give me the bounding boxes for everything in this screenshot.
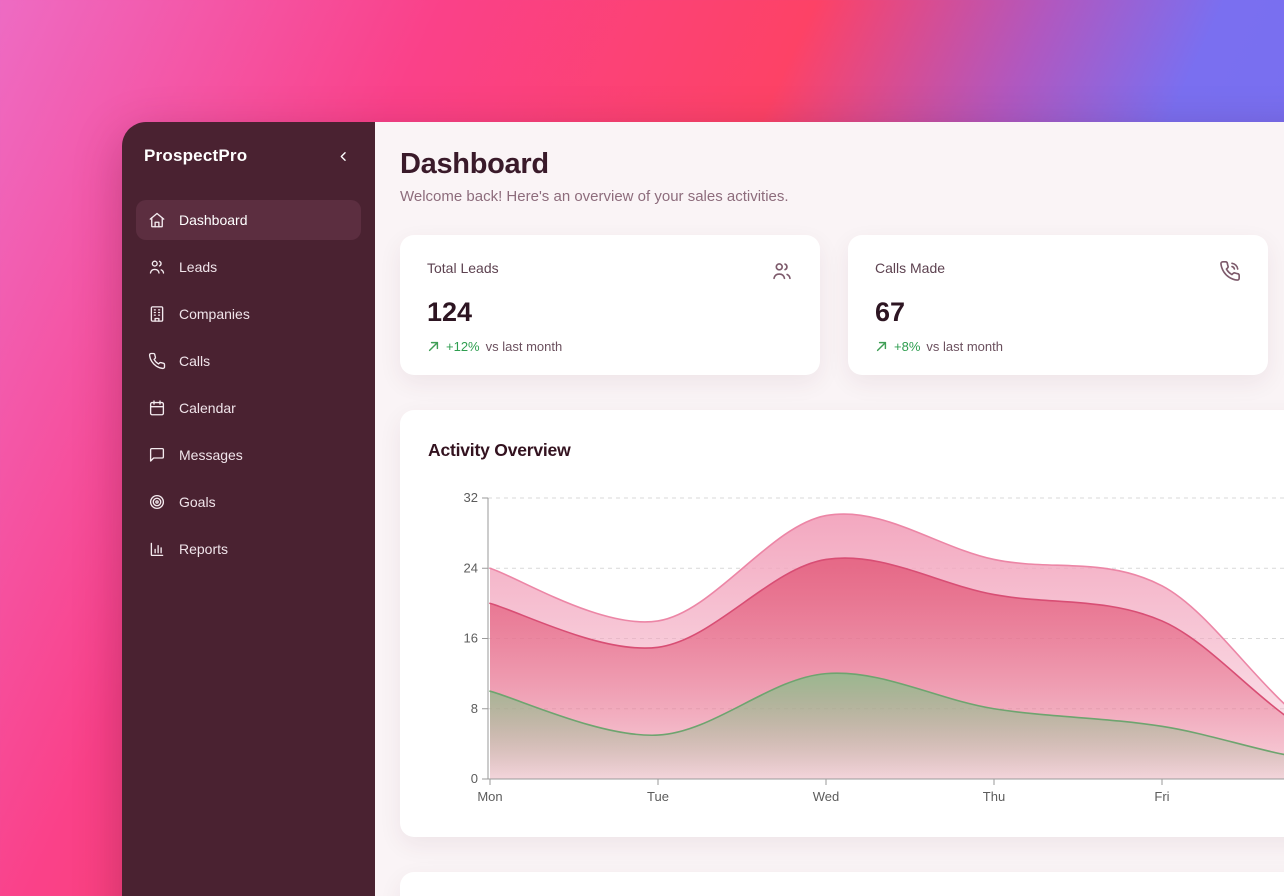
activity-area-chart: 08162432MonTueWedThuFriSat (464, 490, 1284, 804)
svg-text:16: 16 (464, 631, 478, 646)
users-icon (771, 260, 793, 287)
sidebar: ProspectPro Dashboard Leads (122, 122, 375, 896)
partial-bottom-card (400, 872, 1284, 896)
svg-text:Mon: Mon (477, 789, 502, 804)
svg-text:Wed: Wed (813, 789, 840, 804)
stat-card-total-leads: Total Leads 124 +12% vs last month (400, 235, 820, 375)
trend-up-icon (875, 340, 888, 353)
stat-trend-suffix: vs last month (485, 339, 563, 354)
message-icon (148, 446, 166, 464)
stat-trend-percent: +8% (894, 339, 921, 354)
sidebar-item-label: Leads (179, 259, 218, 275)
bar-chart-icon (148, 540, 166, 558)
home-icon (148, 211, 166, 229)
app-window: ProspectPro Dashboard Leads (122, 122, 1284, 896)
sidebar-item-label: Calendar (179, 400, 236, 416)
sidebar-item-label: Messages (179, 447, 243, 463)
activity-overview-card: Activity Overview 0 8 16 24 32 Mon Tue Wed Thu Fr… (400, 410, 1284, 837)
sidebar-header: ProspectPro (136, 146, 361, 166)
svg-text:Thu: Thu (983, 789, 1005, 804)
stat-value: 124 (427, 297, 473, 327)
calendar-icon (148, 399, 166, 417)
svg-text:32: 32 (464, 490, 478, 505)
sidebar-item-label: Dashboard (179, 212, 248, 228)
svg-text:0: 0 (471, 771, 478, 786)
sidebar-item-companies[interactable]: Companies (136, 294, 361, 334)
svg-text:8: 8 (471, 701, 478, 716)
target-icon (148, 493, 166, 511)
phone-icon (148, 352, 166, 370)
svg-text:Tue: Tue (647, 789, 669, 804)
users-icon (148, 258, 166, 276)
main-content: Dashboard Welcome back! Here's an overvi… (375, 122, 1284, 896)
stat-value: 67 (875, 297, 906, 327)
building-icon (148, 305, 166, 323)
sidebar-item-label: Companies (179, 306, 250, 322)
sidebar-item-leads[interactable]: Leads (136, 247, 361, 287)
brand-title: ProspectPro (144, 146, 248, 165)
stat-trend-percent: +12% (446, 339, 480, 354)
sidebar-item-goals[interactable]: Goals (136, 482, 361, 522)
sidebar-item-dashboard[interactable]: Dashboard (136, 200, 361, 240)
sidebar-nav: Dashboard Leads Companies Calls (136, 200, 361, 569)
sidebar-item-calendar[interactable]: Calendar (136, 388, 361, 428)
sidebar-item-reports[interactable]: Reports (136, 529, 361, 569)
sidebar-item-label: Reports (179, 541, 229, 557)
stat-card-calls-made: Calls Made 67 +8% vs last month (848, 235, 1268, 375)
page-title: Dashboard (400, 148, 549, 180)
sidebar-item-label: Calls (179, 353, 211, 369)
svg-text:24: 24 (464, 560, 478, 575)
page-subtitle: Welcome back! Here's an overview of your… (400, 188, 789, 205)
stat-label: Calls Made (875, 260, 946, 276)
stat-label: Total Leads (427, 260, 499, 276)
trend-up-icon (427, 340, 440, 353)
phone-call-icon (1219, 260, 1241, 287)
chevron-left-icon[interactable] (333, 146, 353, 166)
chart-title: Activity Overview (428, 440, 571, 460)
stat-trend-suffix: vs last month (926, 339, 1003, 354)
sidebar-item-messages[interactable]: Messages (136, 435, 361, 475)
sidebar-item-calls[interactable]: Calls (136, 341, 361, 381)
svg-text:Fri: Fri (1154, 789, 1169, 804)
stat-cards-row: Total Leads 124 +12% vs last month Calls (400, 235, 1284, 375)
sidebar-item-label: Goals (179, 494, 216, 510)
